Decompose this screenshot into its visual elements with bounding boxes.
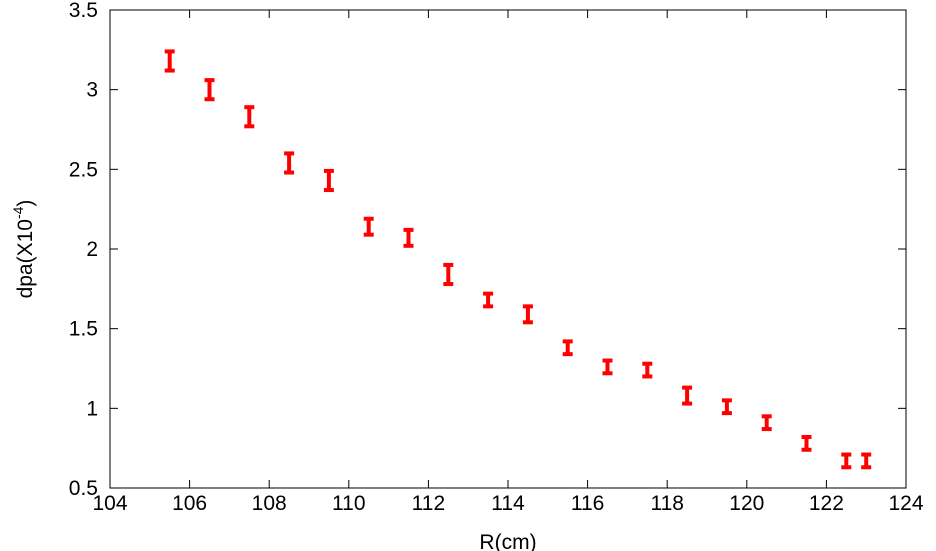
y-axis-label: dpa(X10-4) [10, 200, 37, 299]
x-tick-label: 124 [888, 492, 923, 515]
plot-frame [109, 9, 907, 489]
x-tick-label: 110 [332, 492, 365, 515]
x-axis-label: R(cm) [479, 531, 536, 551]
x-tick-label: 104 [92, 492, 127, 515]
error-bar [602, 358, 613, 376]
y-tick-label: 0.5 [69, 477, 98, 500]
x-tick-label: 112 [412, 492, 445, 515]
error-bar [721, 398, 732, 416]
y-label-superscript: -4 [10, 206, 26, 219]
x-tick-label: 114 [491, 492, 525, 515]
error-bar [164, 49, 175, 73]
x-tick-label: 106 [172, 492, 207, 515]
error-bar [861, 452, 872, 470]
y-tick-label: 3.5 [69, 0, 98, 22]
error-bar [801, 435, 812, 452]
y-label-text: dpa(X10 [14, 219, 37, 298]
x-tick-label: 122 [809, 492, 844, 515]
y-tick-label: 2 [86, 238, 98, 261]
error-bar [483, 291, 494, 309]
error-bar [443, 262, 454, 287]
error-bar [522, 304, 533, 325]
error-bar [244, 105, 255, 129]
x-tick-label: 120 [729, 492, 764, 515]
y-tick-label: 1 [86, 397, 98, 420]
error-bar [204, 78, 215, 102]
y-tick-label: 3 [86, 79, 98, 102]
error-bar [363, 216, 374, 237]
error-bar [284, 151, 295, 175]
error-bar [562, 339, 573, 357]
error-bar [841, 452, 852, 470]
x-tick-label: 118 [650, 492, 683, 515]
y-label-close: ) [14, 200, 37, 207]
y-tick-label: 2.5 [69, 158, 98, 181]
error-bar [642, 361, 653, 379]
y-tick-label: 1.5 [69, 318, 98, 341]
error-bar [403, 227, 414, 248]
error-bar [323, 168, 334, 193]
x-tick-label: 108 [252, 492, 287, 515]
x-tick-label: 116 [571, 492, 604, 515]
error-bar [761, 414, 772, 432]
error-bar [682, 385, 693, 406]
